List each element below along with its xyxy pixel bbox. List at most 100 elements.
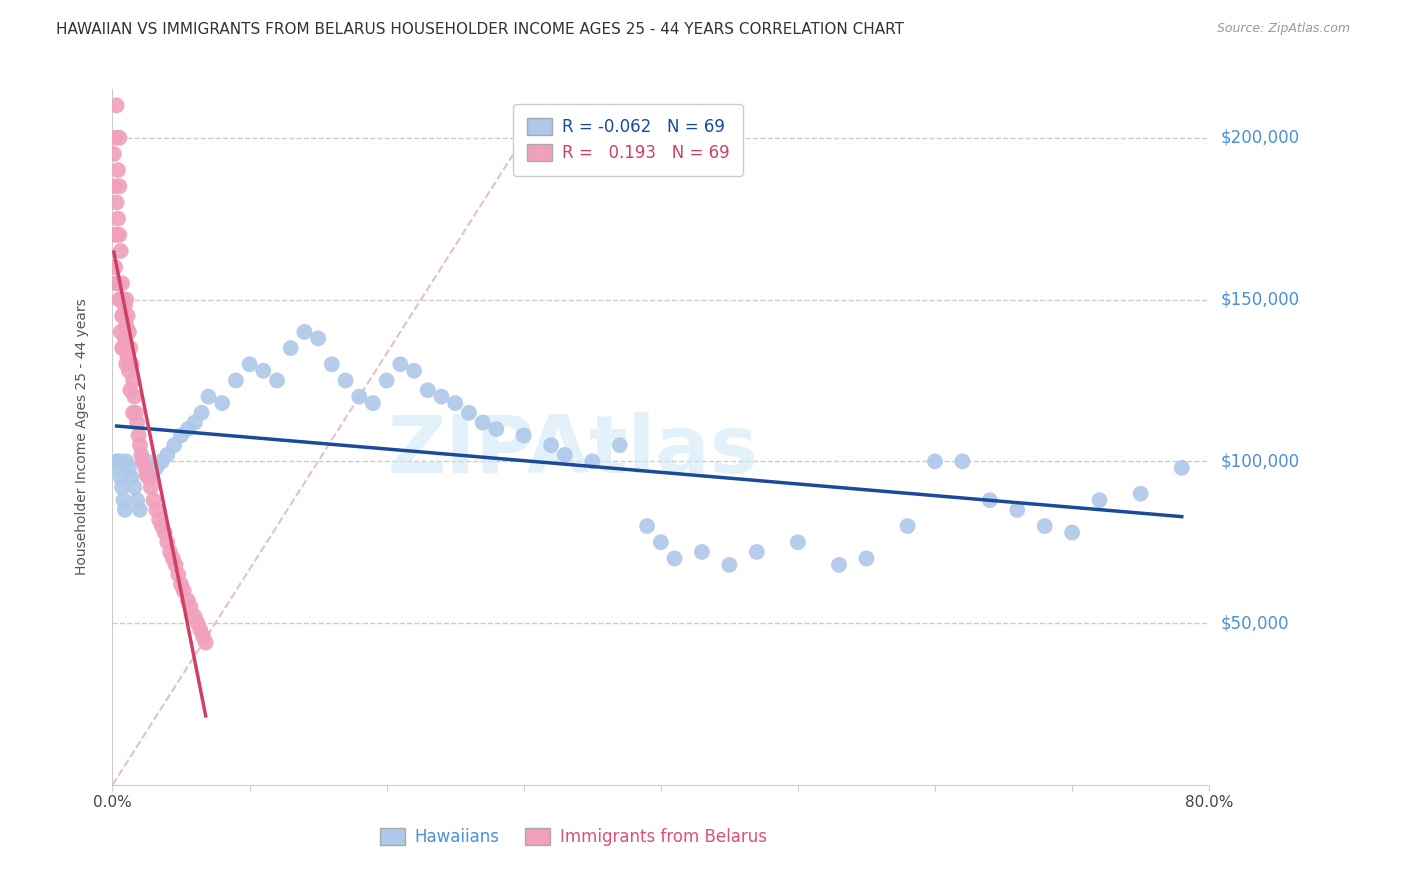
- Point: [194, 635, 217, 649]
- Point: [115, 454, 138, 468]
- Point: [162, 551, 184, 566]
- Point: [186, 616, 208, 631]
- Point: [375, 374, 398, 388]
- Point: [485, 422, 508, 436]
- Text: $200,000: $200,000: [1220, 128, 1299, 147]
- Point: [787, 535, 810, 549]
- Point: [105, 277, 128, 291]
- Point: [294, 325, 316, 339]
- Point: [1088, 493, 1111, 508]
- Point: [163, 438, 186, 452]
- Point: [139, 480, 162, 494]
- Point: [170, 428, 193, 442]
- Point: [129, 438, 152, 452]
- Point: [107, 277, 129, 291]
- Point: [430, 390, 453, 404]
- Point: [114, 503, 136, 517]
- Point: [150, 519, 173, 533]
- Point: [636, 519, 658, 533]
- Point: [121, 357, 143, 371]
- Point: [127, 416, 149, 430]
- Point: [108, 293, 131, 307]
- Point: [513, 428, 536, 442]
- Point: [664, 551, 686, 566]
- Legend: Hawaiians, Immigrants from Belarus: Hawaiians, Immigrants from Belarus: [373, 822, 773, 853]
- Point: [115, 318, 138, 333]
- Point: [104, 227, 127, 242]
- Point: [266, 374, 288, 388]
- Point: [540, 438, 562, 452]
- Point: [128, 428, 150, 442]
- Point: [105, 98, 128, 112]
- Point: [156, 448, 179, 462]
- Point: [167, 567, 190, 582]
- Point: [197, 390, 219, 404]
- Point: [165, 558, 187, 572]
- Point: [110, 470, 132, 484]
- Point: [118, 325, 141, 339]
- Point: [156, 535, 179, 549]
- Text: $150,000: $150,000: [1220, 291, 1299, 309]
- Point: [136, 470, 159, 484]
- Point: [190, 406, 212, 420]
- Point: [108, 454, 131, 468]
- Point: [103, 179, 125, 194]
- Point: [335, 374, 357, 388]
- Point: [225, 374, 247, 388]
- Point: [111, 480, 134, 494]
- Point: [1062, 525, 1084, 540]
- Point: [183, 416, 207, 430]
- Point: [191, 629, 214, 643]
- Point: [1171, 460, 1194, 475]
- Point: [112, 341, 135, 355]
- Text: Source: ZipAtlas.com: Source: ZipAtlas.com: [1216, 22, 1350, 36]
- Point: [117, 351, 139, 365]
- Point: [650, 535, 672, 549]
- Point: [114, 299, 136, 313]
- Point: [135, 467, 157, 482]
- Text: $50,000: $50,000: [1220, 615, 1289, 632]
- Point: [122, 406, 145, 420]
- Point: [124, 480, 146, 494]
- Point: [121, 470, 143, 484]
- Point: [104, 130, 127, 145]
- Point: [183, 609, 207, 624]
- Point: [148, 513, 170, 527]
- Point: [115, 293, 138, 307]
- Point: [117, 309, 139, 323]
- Point: [828, 558, 851, 572]
- Text: HAWAIIAN VS IMMIGRANTS FROM BELARUS HOUSEHOLDER INCOME AGES 25 - 44 YEARS CORREL: HAWAIIAN VS IMMIGRANTS FROM BELARUS HOUS…: [56, 22, 904, 37]
- Point: [855, 551, 877, 566]
- Point: [114, 331, 136, 345]
- Point: [404, 364, 426, 378]
- Point: [131, 454, 153, 468]
- Point: [153, 525, 176, 540]
- Point: [105, 195, 128, 210]
- Point: [134, 460, 156, 475]
- Point: [211, 396, 233, 410]
- Point: [979, 493, 1001, 508]
- Point: [110, 244, 132, 258]
- Text: $100,000: $100,000: [1220, 452, 1299, 470]
- Point: [307, 331, 329, 345]
- Point: [108, 130, 131, 145]
- Point: [122, 374, 145, 388]
- Point: [188, 623, 211, 637]
- Point: [690, 545, 713, 559]
- Point: [145, 460, 167, 475]
- Point: [110, 293, 132, 307]
- Point: [1033, 519, 1056, 533]
- Point: [118, 460, 141, 475]
- Point: [107, 163, 129, 178]
- Point: [150, 454, 173, 468]
- Point: [112, 493, 135, 508]
- Point: [177, 422, 200, 436]
- Point: [142, 493, 165, 508]
- Point: [180, 599, 202, 614]
- Point: [108, 179, 131, 194]
- Point: [349, 390, 371, 404]
- Point: [120, 383, 142, 397]
- Point: [361, 396, 384, 410]
- Point: [111, 309, 134, 323]
- Point: [107, 211, 129, 226]
